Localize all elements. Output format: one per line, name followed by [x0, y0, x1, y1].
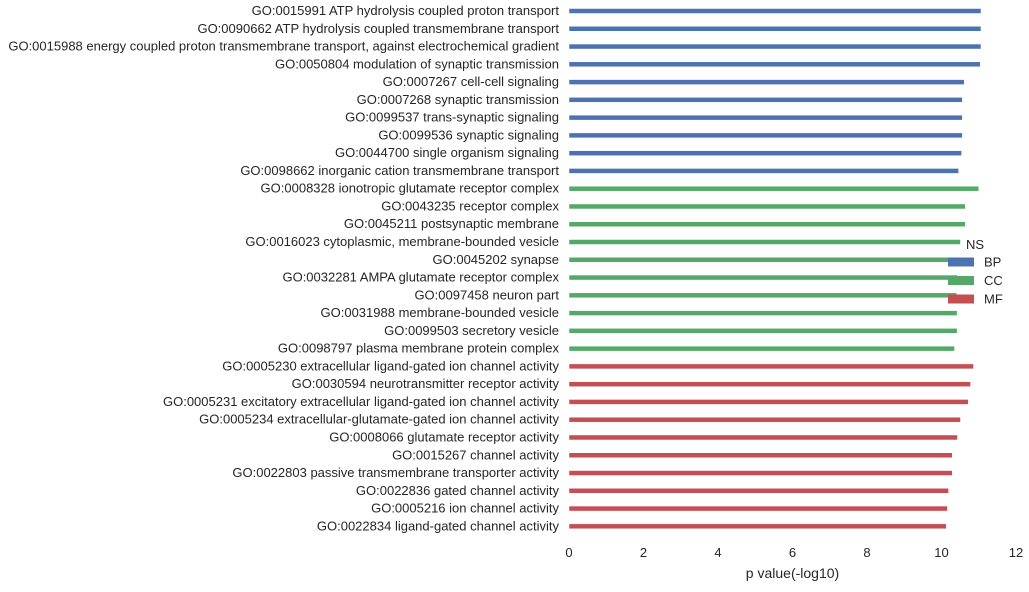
bar — [568, 114, 963, 121]
category-label: GO:0099503 secretory vesicle — [384, 323, 559, 338]
bar — [568, 310, 958, 316]
bar — [568, 168, 959, 174]
category-label: GO:0022836 gated channel activity — [356, 483, 560, 498]
category-label: GO:0050804 modulation of synaptic transm… — [275, 56, 559, 71]
bars-layer — [568, 8, 982, 530]
category-label: GO:0015988 energy coupled proton transme… — [8, 39, 559, 54]
bar — [568, 523, 947, 530]
category-label: GO:0005234 extracellular-glutamate-gated… — [199, 412, 559, 427]
legend-label: CC — [984, 273, 1003, 288]
legend-swatch — [948, 276, 974, 285]
bar — [568, 43, 982, 50]
category-label: GO:0005230 extracellular ligand-gated io… — [222, 358, 559, 373]
bar — [568, 239, 961, 245]
category-label: GO:0031988 membrane-bounded vesicle — [321, 305, 559, 320]
legend-swatch — [948, 294, 974, 304]
bar — [568, 381, 971, 387]
category-label: GO:0022803 passive transmembrane transpo… — [232, 465, 559, 480]
category-label: GO:0043235 receptor complex — [381, 198, 559, 213]
bar — [568, 399, 969, 405]
category-label: GO:0045202 synapse — [433, 252, 559, 267]
category-label: GO:0007268 synaptic transmission — [357, 92, 559, 107]
legend-label: MF — [984, 292, 1003, 307]
bar — [568, 185, 979, 192]
x-axis-label: p value(-log10) — [746, 565, 839, 581]
x-tick-label: 2 — [640, 545, 647, 560]
bar — [568, 8, 982, 14]
bar — [568, 345, 955, 352]
legend: NS BP CC MF — [948, 237, 1003, 307]
category-label: GO:0099536 synaptic signaling — [378, 127, 559, 142]
bar — [568, 132, 963, 139]
category-label: GO:0007267 cell-cell signaling — [383, 74, 559, 89]
category-label: GO:0005216 ion channel activity — [371, 501, 559, 516]
category-label: GO:0044700 single organism signaling — [335, 145, 559, 160]
bar — [568, 416, 961, 423]
x-tick-label: 6 — [789, 545, 796, 560]
legend-title: NS — [966, 237, 984, 252]
bar — [568, 452, 953, 458]
bar — [568, 274, 958, 281]
category-label: GO:0098662 inorganic cation transmembran… — [240, 163, 559, 178]
bar — [568, 203, 966, 210]
bar — [568, 97, 963, 103]
bar — [568, 363, 974, 370]
category-label: GO:0016023 cytoplasmic, membrane-bounded… — [245, 234, 559, 249]
category-label: GO:0090662 ATP hydrolysis coupled transm… — [197, 21, 559, 36]
category-label: GO:0015267 channel activity — [392, 447, 559, 462]
category-label: GO:0015991 ATP hydrolysis coupled proton… — [252, 3, 560, 18]
category-label: GO:0098797 plasma membrane protein compl… — [278, 341, 560, 356]
bar — [568, 79, 965, 85]
bar — [568, 61, 981, 68]
legend-label: BP — [984, 255, 1001, 270]
category-labels: GO:0015991 ATP hydrolysis coupled proton… — [8, 3, 559, 533]
category-label: GO:0030594 neurotransmitter receptor act… — [292, 376, 560, 391]
bar — [568, 150, 962, 156]
category-label: GO:0097458 neuron part — [414, 287, 559, 302]
category-label: GO:0008066 glutamate receptor activity — [329, 429, 559, 444]
category-label: GO:0032281 AMPA glutamate receptor compl… — [282, 270, 559, 285]
x-tick-label: 0 — [565, 545, 572, 560]
category-label: GO:0005231 excitatory extracellular liga… — [163, 394, 560, 409]
bar — [568, 470, 953, 476]
bar — [568, 488, 949, 494]
category-label: GO:0045211 postsynaptic membrane — [344, 216, 559, 231]
bar — [568, 257, 958, 263]
bar — [568, 292, 958, 299]
bar — [568, 26, 982, 32]
x-tick-label: 10 — [934, 545, 948, 560]
category-label: GO:0022834 ligand-gated channel activity — [317, 518, 560, 533]
legend-swatch — [948, 257, 974, 267]
bar — [568, 328, 958, 334]
bar — [568, 434, 958, 441]
bar — [568, 221, 966, 227]
x-tick-label: 8 — [863, 545, 870, 560]
category-label: GO:0099537 trans-synaptic signaling — [345, 110, 559, 125]
x-tick-labels: 0 2 4 6 8 10 12 — [565, 545, 1023, 560]
category-label: GO:0008328 ionotropic glutamate receptor… — [261, 181, 560, 196]
x-tick-label: 4 — [714, 545, 721, 560]
x-tick-label: 12 — [1009, 545, 1023, 560]
bar — [568, 505, 948, 512]
